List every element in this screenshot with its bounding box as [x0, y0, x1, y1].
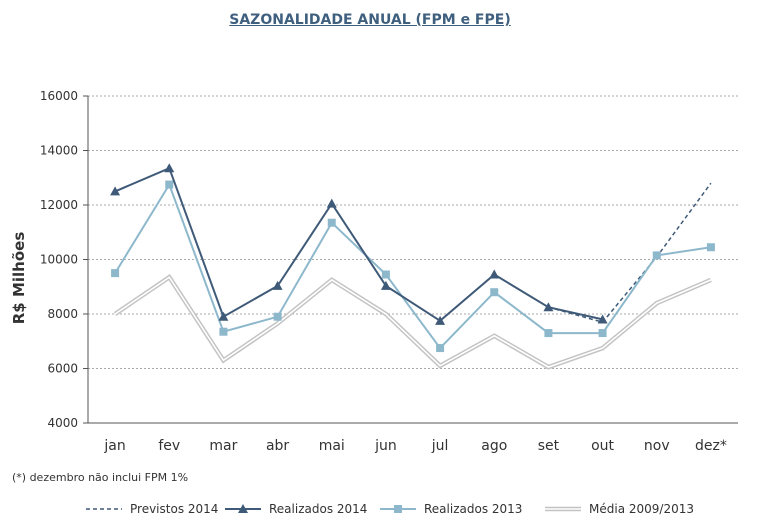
- data-point-realizados-2014: [326, 198, 337, 208]
- data-point-realizados-2014: [489, 269, 500, 279]
- legend-marker-square: [394, 505, 402, 513]
- y-tick-label: 4000: [47, 416, 78, 430]
- data-point-realizados-2013: [490, 288, 499, 297]
- legend-label: Realizados 2014: [269, 502, 367, 516]
- y-tick-label: 10000: [40, 253, 78, 267]
- x-tick-label: mar: [209, 438, 237, 454]
- y-tick-label: 12000: [40, 198, 78, 212]
- x-tick-label: abr: [266, 438, 289, 454]
- legend-label: Previstos 2014: [130, 502, 218, 516]
- x-tick-label: out: [591, 438, 614, 454]
- legend: Previstos 2014 Realizados 2014 Realizados …: [86, 502, 694, 516]
- legend-label: Média 2009/2013: [589, 502, 694, 516]
- legend-marker-triangle: [238, 504, 248, 513]
- series-group: [110, 163, 715, 370]
- x-tick-label: jul: [431, 438, 449, 454]
- data-point-realizados-2014: [380, 280, 391, 290]
- x-tick-label: nov: [644, 438, 670, 454]
- x-tick-labels: jan fev mar abr mai jun jul ago set out nov dez*: [103, 438, 726, 454]
- data-point-realizados-2013: [706, 243, 715, 252]
- y-tick-label: 8000: [47, 307, 78, 321]
- data-point-realizados-2014: [543, 302, 554, 312]
- data-point-realizados-2013: [327, 218, 336, 227]
- y-tick-label: 14000: [40, 144, 78, 158]
- data-point-realizados-2014: [110, 186, 121, 196]
- chart-title: SAZONALIDADE ANUAL (FPM e FPE): [229, 12, 511, 28]
- data-point-realizados-2014: [272, 280, 283, 290]
- data-point-realizados-2013: [544, 329, 553, 338]
- data-point-realizados-2014: [218, 311, 229, 321]
- data-point-realizados-2013: [381, 270, 390, 279]
- series-line-m-dia-2009-2013-outer: [113, 274, 712, 370]
- series-line-realizados-2013: [114, 182, 712, 350]
- data-point-realizados-2013: [652, 251, 661, 260]
- x-tick-label: jun: [374, 438, 397, 454]
- y-axis-label: R$ Milhões: [10, 232, 28, 325]
- series-line-previstos-2014: [548, 182, 712, 324]
- y-tick-label: 16000: [40, 89, 78, 103]
- y-tick-labels: 4000 6000 8000 10000 12000 14000 16000: [40, 89, 78, 430]
- grid-lines: [83, 95, 738, 424]
- data-point-realizados-2013: [598, 329, 607, 338]
- data-point-realizados-2013: [436, 344, 445, 353]
- data-point-realizados-2013: [111, 269, 120, 278]
- series-line-m-dia-2009-2013-inner: [114, 276, 712, 368]
- x-tick-label: mai: [319, 438, 345, 454]
- x-tick-label: ago: [481, 438, 507, 454]
- data-point-realizados-2014: [597, 314, 608, 324]
- x-tick-label: jan: [103, 438, 125, 454]
- data-point-realizados-2013: [165, 180, 174, 189]
- legend-label: Realizados 2013: [424, 502, 522, 516]
- series-line-realizados-2014: [114, 166, 603, 323]
- data-point-realizados-2014: [435, 315, 446, 325]
- data-point-realizados-2013: [219, 327, 228, 336]
- x-tick-label: set: [538, 438, 560, 454]
- x-tick-label: dez*: [695, 438, 727, 454]
- x-tick-label: fev: [158, 438, 180, 454]
- footnote: (*) dezembro não inclui FPM 1%: [12, 471, 189, 484]
- y-tick-label: 6000: [47, 362, 78, 376]
- data-point-realizados-2014: [164, 163, 175, 173]
- data-point-realizados-2013: [273, 312, 282, 321]
